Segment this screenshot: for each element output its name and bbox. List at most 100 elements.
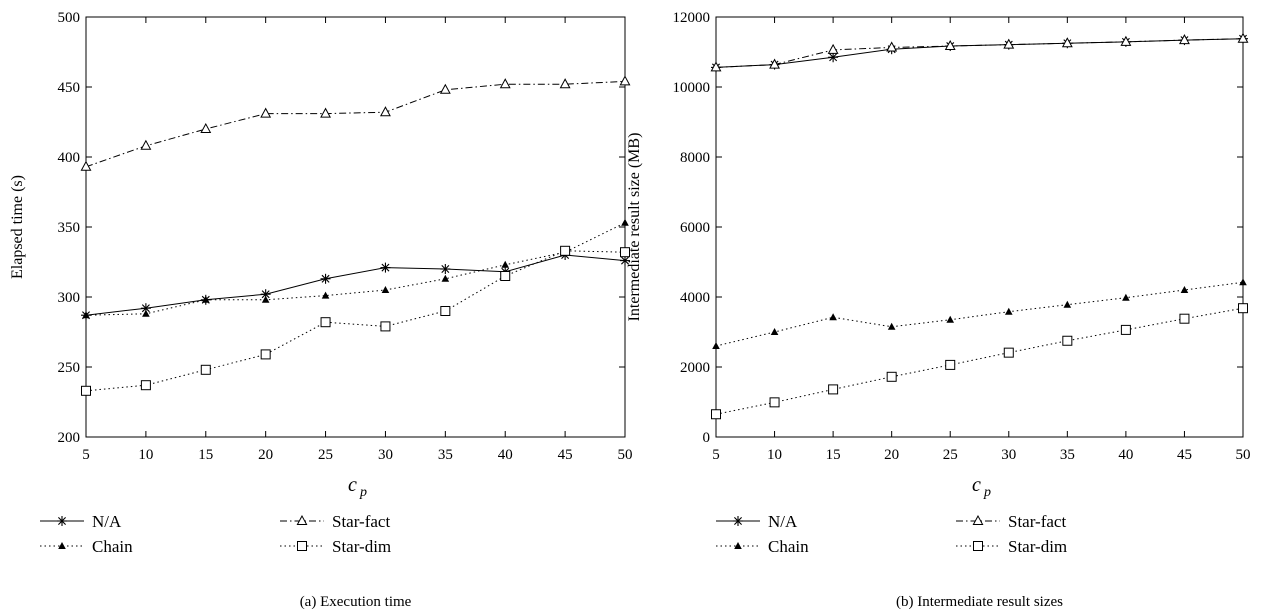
data-point-shape: [201, 295, 210, 303]
x-axis-title-subscript: p: [359, 485, 367, 500]
data-point-shape: [769, 58, 780, 69]
x-tick-label: 45: [1177, 447, 1192, 463]
data-point-shape: [770, 328, 779, 335]
legend-label: Star-fact: [1008, 512, 1066, 531]
data-point-shape: [499, 78, 511, 89]
data-point-shape: [1004, 307, 1013, 315]
series-line: [85, 250, 626, 392]
x-tick-label: 5: [82, 447, 90, 463]
data-point: [945, 359, 956, 370]
data-point: [886, 371, 897, 382]
data-point: [1237, 32, 1249, 43]
y-tick-label: 2000: [680, 360, 710, 376]
data-point: [81, 385, 91, 396]
data-point: [260, 289, 271, 300]
x-axis-title: c: [972, 474, 981, 496]
data-point: [140, 380, 151, 391]
data-point: [1062, 335, 1073, 346]
x-tick-label: 40: [498, 447, 513, 463]
data-point-shape: [260, 349, 271, 360]
legend-entry: N/A: [716, 512, 798, 531]
series-line: [715, 281, 1244, 347]
data-point: [200, 364, 211, 375]
data-point: [201, 295, 210, 303]
legend-entry: Star-fact: [956, 512, 1066, 531]
data-point-d2: [261, 290, 270, 299]
data-point: [439, 83, 451, 94]
data-point-shape: [80, 160, 92, 171]
data-point: [560, 245, 571, 256]
legend-entry: Star-dim: [956, 537, 1067, 556]
data-point: [828, 52, 839, 63]
data-point-shape: [440, 306, 451, 316]
data-point-shape: [886, 41, 898, 52]
data-point: [619, 75, 631, 86]
x-tick-label: 25: [318, 447, 333, 463]
data-point: [380, 262, 391, 273]
data-point: [1004, 307, 1013, 315]
data-point-shape: [769, 397, 780, 408]
x-tick-label: 35: [438, 447, 453, 463]
data-point: [886, 41, 898, 52]
data-point-shape: [559, 78, 571, 89]
x-tick-label: 20: [258, 447, 273, 463]
data-point-d2: [381, 263, 390, 272]
data-point-shape: [441, 274, 450, 282]
data-point: [80, 160, 92, 171]
data-point-shape: [261, 295, 270, 303]
data-point: [320, 107, 331, 118]
y-tick-label: 350: [58, 220, 81, 236]
data-point: [501, 260, 510, 268]
x-tick-label: 15: [826, 447, 841, 463]
data-point: [1120, 35, 1132, 46]
series-line: [715, 38, 1244, 68]
x-tick-label: 45: [558, 447, 573, 463]
legend-marker: [297, 541, 307, 551]
data-point-shape: [1180, 286, 1189, 293]
legend-marker: [973, 541, 983, 551]
legend-marker-d2: [734, 517, 742, 525]
data-point-shape: [560, 245, 571, 256]
data-point-shape: [1063, 300, 1072, 308]
data-point-shape: [886, 371, 897, 382]
data-point-shape: [620, 247, 630, 258]
data-point-shape: [710, 61, 722, 72]
legend-label: Star-dim: [1008, 537, 1067, 556]
chart-intermediate-result-sizes: 5 10 15 20 25 30 35 40 45 50 0 2000 4000 6000 8000 1000…: [626, 10, 1251, 610]
plot-frame: [85, 16, 626, 438]
data-point-shape: [945, 359, 956, 370]
y-axis-title: Intermediate result size (MB): [626, 133, 643, 322]
legend-entry: Chain: [716, 537, 809, 556]
data-point-shape: [82, 311, 90, 319]
data-point-shape: [260, 107, 272, 118]
data-point: [770, 328, 779, 335]
data-point: [621, 218, 629, 226]
x-tick-label: 15: [198, 447, 213, 463]
series-n-a: [711, 33, 1248, 73]
data-point: [769, 58, 780, 69]
data-point-shape: [1003, 347, 1014, 358]
data-point-shape: [827, 43, 839, 54]
y-tick-label: 12000: [673, 10, 711, 26]
legend-label: Star-dim: [332, 537, 391, 556]
data-point: [1239, 278, 1247, 286]
legend-marker-shape: [972, 514, 984, 525]
x-tick-label: 20: [884, 447, 899, 463]
series-star-fact: [710, 32, 1249, 72]
data-point-shape: [711, 409, 721, 420]
x-axis-title: c: [348, 474, 357, 496]
data-point: [828, 384, 839, 395]
series-line: [85, 222, 626, 316]
y-tick-label: 400: [58, 150, 81, 166]
series-line: [85, 254, 626, 316]
legend-label: N/A: [92, 512, 122, 531]
y-tick-label: 4000: [680, 290, 710, 306]
series-chain: [712, 278, 1247, 349]
legend-entry: N/A: [40, 512, 122, 531]
x-tick-label: 40: [1118, 447, 1133, 463]
data-point: [829, 313, 837, 321]
data-point-shape: [501, 260, 510, 268]
data-point: [321, 291, 330, 299]
data-point-d2: [829, 53, 838, 62]
data-point-shape: [887, 322, 896, 330]
